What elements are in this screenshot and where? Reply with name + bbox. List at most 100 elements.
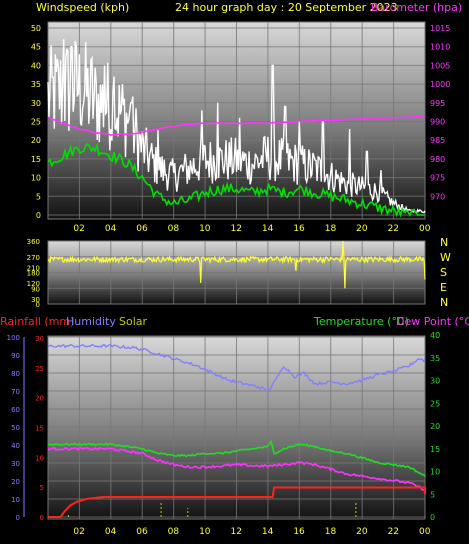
compass-label: S bbox=[440, 266, 447, 279]
direction-panel-series bbox=[47, 240, 426, 289]
temp-panel-series bbox=[47, 343, 426, 518]
temp-time-tick-label: 18 bbox=[325, 527, 337, 537]
wind-axis-title: Windspeed (kph) bbox=[36, 1, 129, 14]
barometer-tick-label: 970 bbox=[430, 192, 445, 201]
rain-tick-label: 15 bbox=[35, 424, 44, 432]
wind-direction-line bbox=[47, 240, 426, 289]
wind-time-tick-label: 16 bbox=[293, 224, 305, 234]
wind-time-tick-label: 00 bbox=[419, 224, 431, 234]
rain-tick-label: 25 bbox=[35, 365, 44, 373]
humidity-tick-label: 10 bbox=[11, 496, 20, 504]
humidity-tick-label: 100 bbox=[7, 334, 20, 342]
temperature-tick-label: 0 bbox=[430, 513, 435, 522]
compass-label: N bbox=[440, 296, 448, 309]
temp-time-tick-label: 00 bbox=[419, 527, 431, 537]
legend-temperature: Temperature (°C) bbox=[313, 315, 409, 328]
legend-rainfall: Rainfall (mm) bbox=[0, 315, 74, 328]
wind-barometer-panel: 02 04 06 08 10 12 14 16 18 20 22 000510152025303540… bbox=[31, 1, 462, 234]
temp-time-tick-label: 22 bbox=[388, 527, 399, 537]
humidity-tick-label: 90 bbox=[11, 352, 20, 360]
compass-label: E bbox=[440, 281, 447, 294]
wind-tick-label: 20 bbox=[31, 136, 41, 145]
direction-tick-label: 210 bbox=[27, 264, 40, 272]
barometer-tick-label: 985 bbox=[430, 136, 445, 145]
wind-panel-ticks: 02 04 06 08 10 12 14 16 18 20 22 000510152025303540… bbox=[31, 24, 451, 234]
temperature-tick-label: 30 bbox=[430, 377, 440, 386]
wind-time-tick-label: 08 bbox=[168, 224, 180, 234]
direction-tick-label: 270 bbox=[27, 254, 40, 262]
legend-solar: Solar bbox=[119, 315, 148, 328]
wind-time-tick-label: 04 bbox=[105, 224, 117, 234]
temperature-tick-label: 10 bbox=[430, 468, 440, 477]
temp-time-tick-label: 06 bbox=[136, 527, 148, 537]
legend-dewpoint: Dew Point (°C) bbox=[396, 315, 469, 328]
wind-time-tick-label: 10 bbox=[199, 224, 211, 234]
barometer-tick-label: 1005 bbox=[430, 61, 450, 70]
humidity-line bbox=[47, 343, 426, 392]
direction-tick-label: 30 bbox=[31, 296, 40, 304]
wind-tick-label: 50 bbox=[31, 24, 41, 33]
direction-panel-grid bbox=[48, 240, 426, 305]
rain-tick-label: 30 bbox=[35, 335, 44, 343]
wind-time-tick-label: 20 bbox=[356, 224, 368, 234]
humidity-tick-label: 0 bbox=[16, 514, 20, 522]
barometer-tick-label: 975 bbox=[430, 174, 445, 183]
barometer-line bbox=[47, 115, 426, 136]
temperature-tick-label: 25 bbox=[430, 399, 440, 408]
wind-tick-label: 40 bbox=[31, 61, 41, 70]
temperature-tick-label: 40 bbox=[430, 331, 440, 340]
rain-tick-label: 20 bbox=[35, 395, 44, 403]
temp-time-tick-label: 16 bbox=[293, 527, 305, 537]
humidity-tick-label: 30 bbox=[11, 460, 20, 468]
wind-time-tick-label: 14 bbox=[262, 224, 274, 234]
temperature-humidity-panel: 02 04 06 08 10 12 14 16 18 20 22 000102030405060708… bbox=[0, 315, 469, 537]
compass-label: W bbox=[440, 251, 451, 264]
humidity-tick-label: 20 bbox=[11, 478, 20, 486]
temp-time-tick-label: 04 bbox=[105, 527, 117, 537]
chart-title: 24 hour graph day : 20 September 2023 bbox=[175, 1, 398, 14]
temperature-line bbox=[47, 439, 426, 477]
temp-time-tick-label: 02 bbox=[73, 527, 84, 537]
wind-tick-label: 5 bbox=[36, 192, 41, 201]
humidity-tick-label: 60 bbox=[11, 406, 20, 414]
humidity-tick-label: 80 bbox=[11, 370, 20, 378]
barometer-tick-label: 990 bbox=[430, 118, 445, 127]
barometer-tick-label: 1000 bbox=[430, 80, 450, 89]
humidity-tick-label: 70 bbox=[11, 388, 20, 396]
temp-time-tick-label: 10 bbox=[199, 527, 211, 537]
legend-humidity: Humidity bbox=[66, 315, 116, 328]
wind-time-tick-label: 06 bbox=[136, 224, 148, 234]
wind-tick-label: 25 bbox=[31, 118, 41, 127]
compass-label: N bbox=[440, 236, 448, 249]
wind-time-tick-label: 18 bbox=[325, 224, 337, 234]
direction-tick-label: 90 bbox=[31, 285, 40, 293]
barometer-tick-label: 1010 bbox=[430, 43, 450, 52]
direction-tick-label: 0 bbox=[36, 301, 40, 309]
humidity-tick-label: 40 bbox=[11, 442, 20, 450]
barometer-axis-title: Barometer (hpa) bbox=[371, 1, 462, 14]
temp-panel-ticks: 02 04 06 08 10 12 14 16 18 20 22 000102030405060708… bbox=[7, 331, 441, 537]
temperature-tick-label: 20 bbox=[430, 422, 440, 431]
rain-tick-label: 5 bbox=[40, 484, 44, 492]
dewpoint-line bbox=[47, 446, 426, 491]
barometer-tick-label: 1015 bbox=[430, 24, 450, 33]
temp-time-tick-label: 14 bbox=[262, 527, 274, 537]
barometer-tick-label: 980 bbox=[430, 155, 445, 164]
temperature-tick-label: 5 bbox=[430, 490, 435, 499]
temperature-tick-label: 35 bbox=[430, 354, 440, 363]
direction-tick-label: 120 bbox=[27, 280, 40, 288]
wind-tick-label: 35 bbox=[31, 80, 41, 89]
wind-time-tick-label: 12 bbox=[231, 224, 242, 234]
humidity-tick-label: 50 bbox=[11, 424, 20, 432]
temp-time-tick-label: 12 bbox=[231, 527, 242, 537]
direction-tick-label: 180 bbox=[27, 270, 40, 278]
rain-tick-label: 10 bbox=[35, 454, 44, 462]
wind-panel-series bbox=[47, 39, 426, 218]
rain-tick-label: 0 bbox=[40, 514, 44, 522]
barometer-tick-label: 995 bbox=[430, 99, 445, 108]
temperature-tick-label: 15 bbox=[430, 445, 440, 454]
wind-gust-line bbox=[47, 39, 426, 214]
